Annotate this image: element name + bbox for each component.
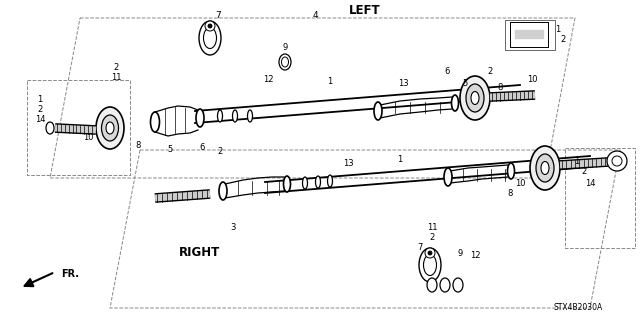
Ellipse shape — [460, 76, 490, 120]
Ellipse shape — [204, 27, 216, 48]
Text: 10: 10 — [527, 76, 537, 85]
Text: 1: 1 — [574, 158, 580, 167]
Circle shape — [607, 151, 627, 171]
Ellipse shape — [199, 21, 221, 55]
Text: 2: 2 — [581, 167, 587, 176]
Text: 7: 7 — [215, 11, 221, 19]
Circle shape — [428, 251, 432, 255]
Text: 2: 2 — [561, 35, 566, 44]
Ellipse shape — [419, 248, 441, 282]
Text: 8: 8 — [497, 83, 502, 92]
Text: 14: 14 — [585, 179, 595, 188]
Ellipse shape — [316, 176, 321, 188]
Ellipse shape — [232, 110, 237, 122]
Text: FR.: FR. — [61, 269, 79, 279]
Ellipse shape — [508, 163, 515, 179]
Text: 2: 2 — [429, 234, 435, 242]
Ellipse shape — [530, 146, 560, 190]
Circle shape — [425, 248, 435, 258]
Ellipse shape — [303, 177, 307, 189]
Ellipse shape — [46, 122, 54, 134]
Ellipse shape — [248, 110, 253, 122]
Circle shape — [208, 24, 212, 28]
Ellipse shape — [219, 182, 227, 200]
Text: 6: 6 — [444, 68, 450, 77]
Ellipse shape — [440, 278, 450, 292]
Ellipse shape — [536, 154, 554, 182]
Ellipse shape — [96, 107, 124, 149]
Ellipse shape — [466, 84, 484, 112]
Text: 13: 13 — [397, 78, 408, 87]
Ellipse shape — [374, 102, 382, 120]
Text: 8: 8 — [135, 140, 141, 150]
Text: 2: 2 — [113, 63, 118, 71]
Text: 12: 12 — [263, 75, 273, 84]
Text: 10: 10 — [515, 179, 525, 188]
Circle shape — [205, 21, 215, 31]
Text: 3: 3 — [230, 224, 236, 233]
Text: 2: 2 — [488, 68, 493, 77]
Ellipse shape — [541, 161, 549, 174]
Text: 8: 8 — [508, 189, 513, 198]
Circle shape — [612, 156, 622, 166]
Ellipse shape — [282, 57, 289, 67]
Ellipse shape — [451, 95, 458, 111]
Ellipse shape — [218, 110, 223, 122]
Text: 4: 4 — [312, 11, 318, 19]
Ellipse shape — [279, 54, 291, 70]
Text: RIGHT: RIGHT — [179, 247, 221, 259]
Ellipse shape — [284, 176, 291, 192]
Text: 11: 11 — [427, 224, 437, 233]
Ellipse shape — [453, 278, 463, 292]
Ellipse shape — [106, 122, 114, 134]
Text: 9: 9 — [458, 249, 463, 257]
Ellipse shape — [196, 109, 204, 127]
Text: LEFT: LEFT — [349, 4, 381, 17]
Text: 12: 12 — [470, 251, 480, 261]
Text: 11: 11 — [111, 72, 121, 81]
Ellipse shape — [328, 175, 333, 187]
Ellipse shape — [102, 115, 118, 141]
Ellipse shape — [424, 255, 436, 276]
Text: 1: 1 — [37, 95, 43, 105]
Text: 2: 2 — [218, 147, 223, 157]
Text: 2: 2 — [37, 106, 43, 115]
Text: 5: 5 — [168, 145, 173, 154]
Text: 5: 5 — [462, 78, 468, 87]
Text: 6: 6 — [199, 144, 205, 152]
Ellipse shape — [471, 92, 479, 105]
Ellipse shape — [427, 278, 437, 292]
Ellipse shape — [150, 112, 159, 132]
Text: 9: 9 — [282, 42, 287, 51]
Text: 14: 14 — [35, 115, 45, 124]
Text: 7: 7 — [417, 243, 422, 253]
Text: 1: 1 — [397, 155, 403, 165]
Text: 13: 13 — [342, 159, 353, 167]
Text: 1: 1 — [556, 26, 561, 34]
Text: STX4B2030A: STX4B2030A — [554, 302, 603, 311]
Text: 10: 10 — [83, 133, 93, 143]
Ellipse shape — [444, 168, 452, 186]
Text: 1: 1 — [328, 78, 333, 86]
